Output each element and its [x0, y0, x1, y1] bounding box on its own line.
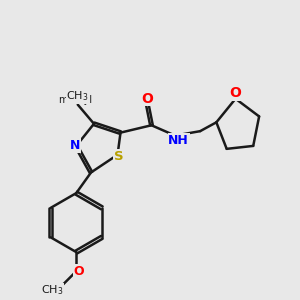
Text: N: N [70, 140, 80, 152]
Text: O: O [73, 265, 84, 278]
Text: O: O [230, 86, 242, 100]
Text: CH$_3$: CH$_3$ [67, 89, 89, 103]
Text: NH: NH [168, 134, 189, 146]
Text: CH$_3$: CH$_3$ [41, 284, 64, 297]
Text: S: S [114, 150, 124, 163]
Text: O: O [141, 92, 153, 106]
Text: methyl: methyl [58, 95, 92, 105]
